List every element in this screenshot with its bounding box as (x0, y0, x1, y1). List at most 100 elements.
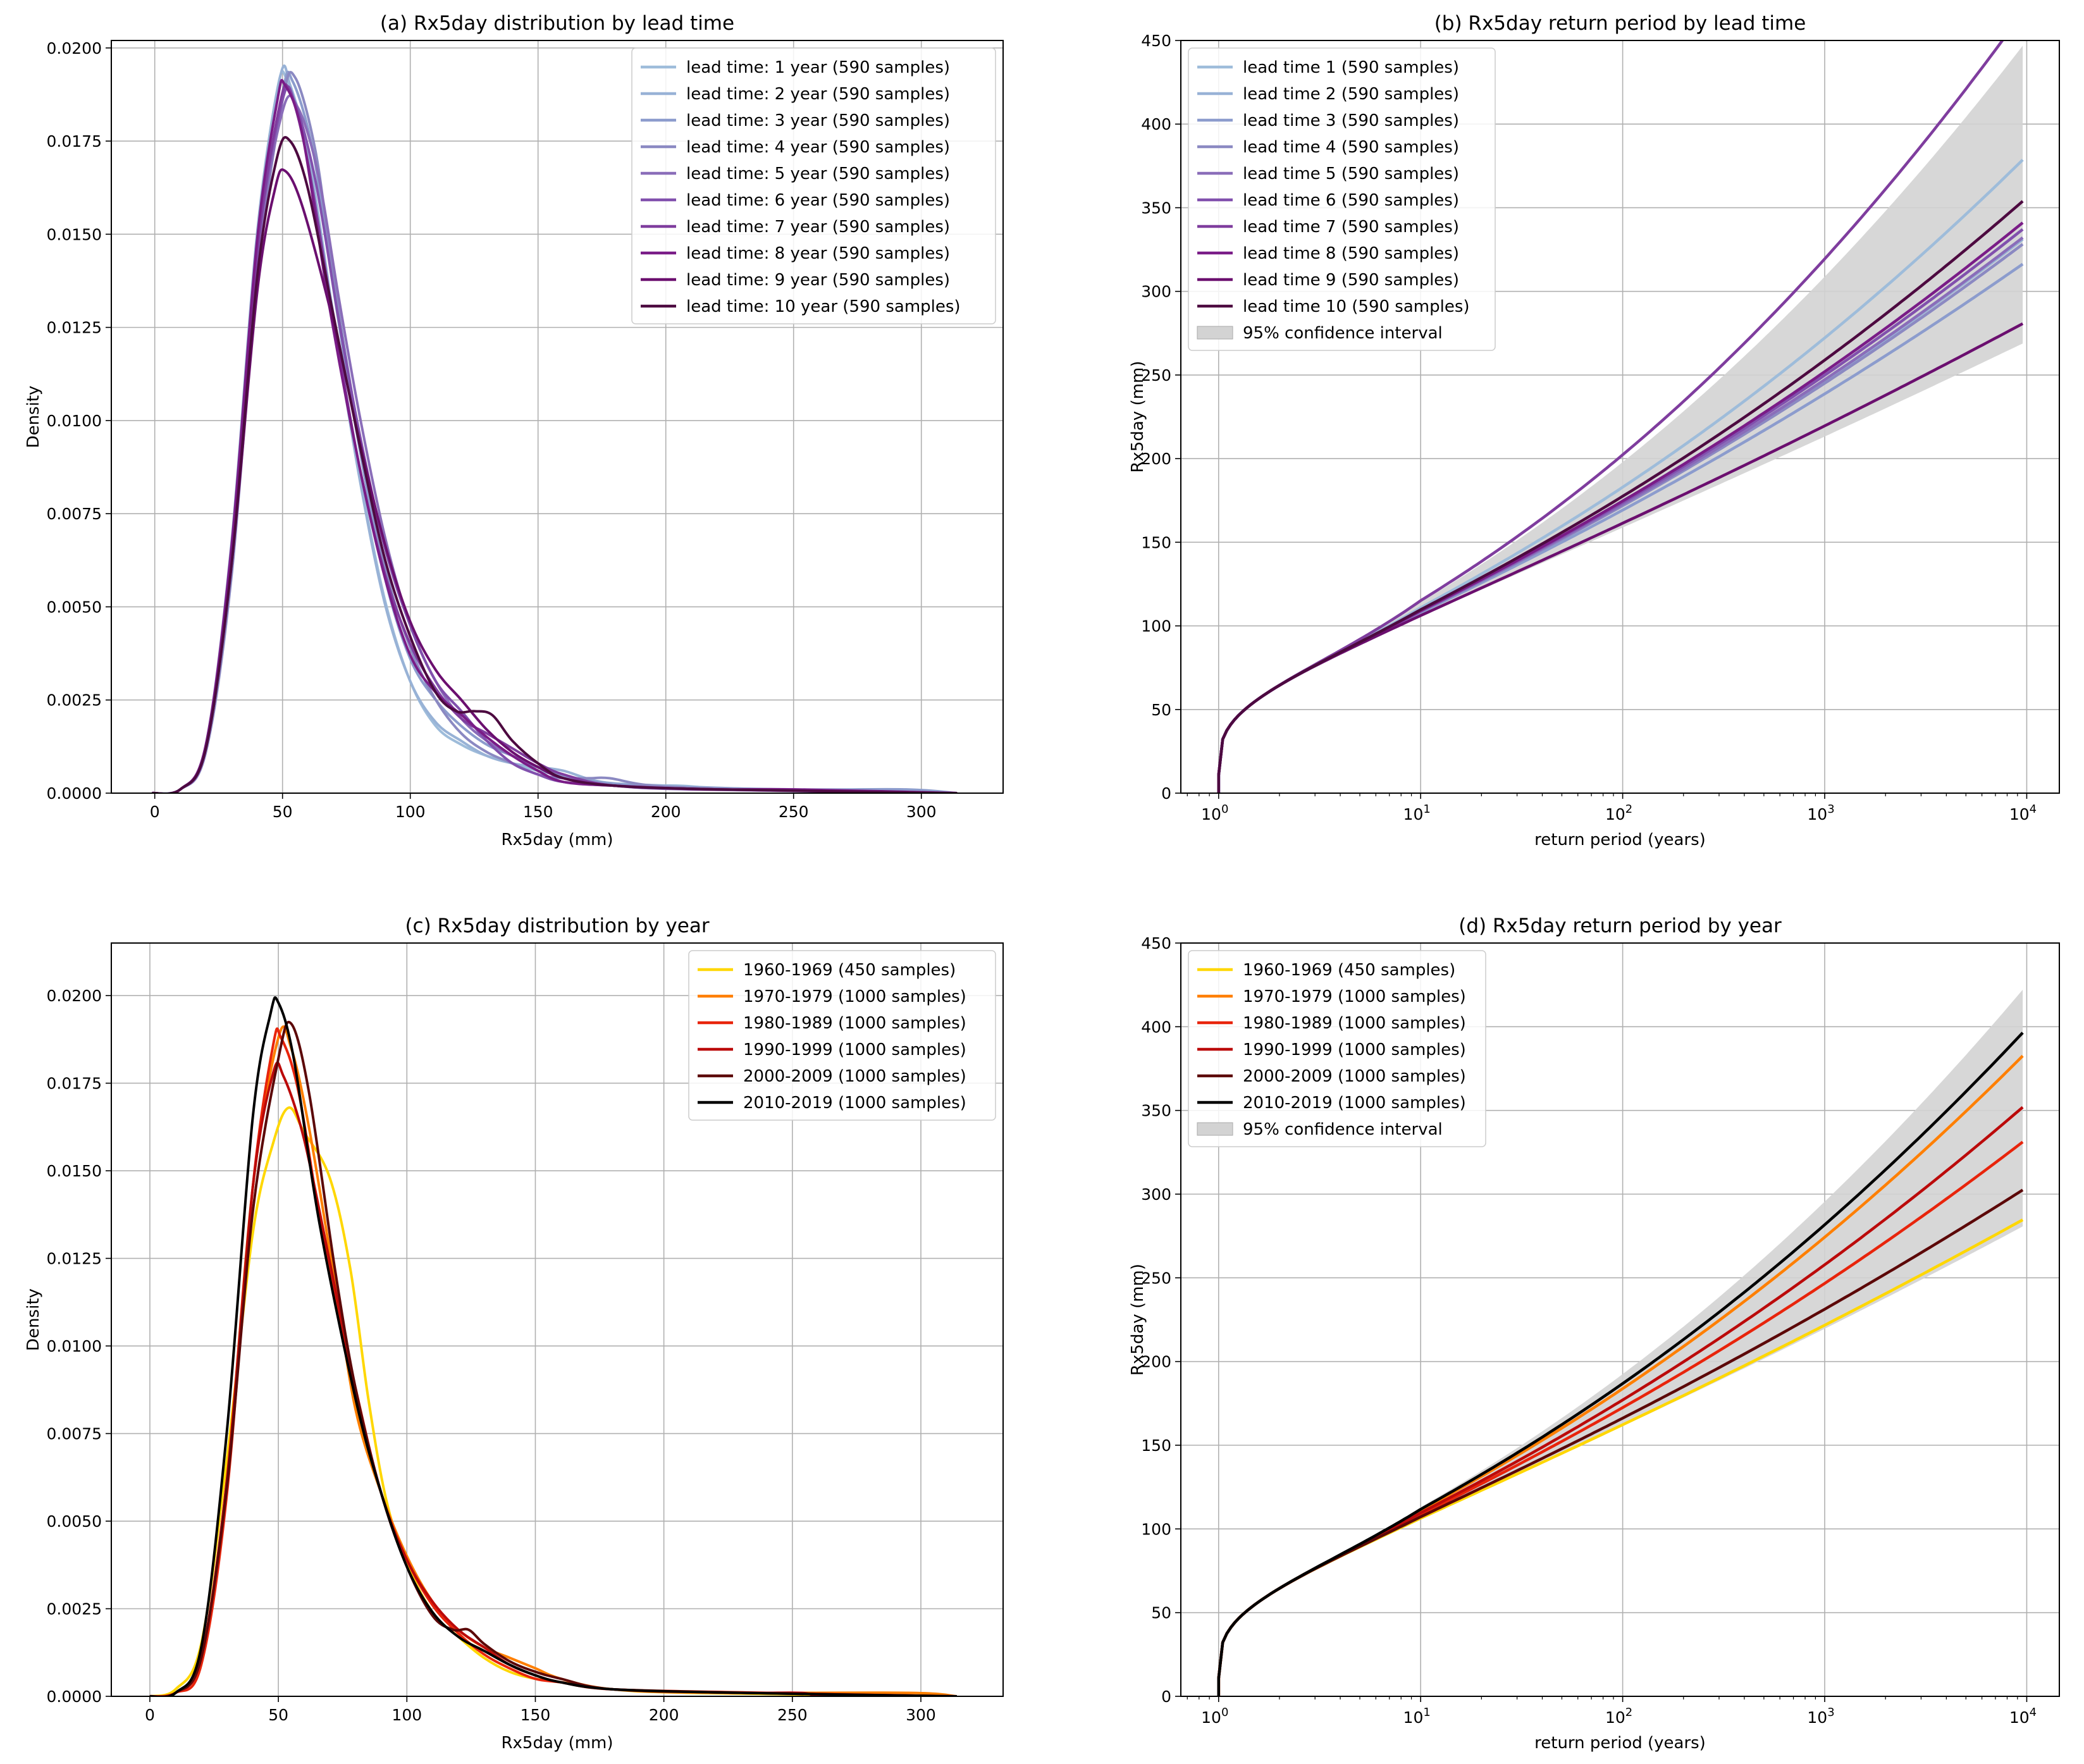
x-axis-label: Rx5day (mm) (501, 830, 613, 849)
legend-label: 95% confidence interval (1243, 1120, 1443, 1139)
y-tick-label: 250 (1141, 1269, 1171, 1287)
x-axis-label: return period (years) (1534, 830, 1706, 849)
y-tick-label: 0 (1161, 1687, 1171, 1706)
chart-title: (c) Rx5day distribution by year (405, 915, 709, 937)
legend: 1960-1969 (450 samples) 1970-1979 (1000 s… (1188, 950, 1486, 1147)
x-tick-label: 102 (1605, 803, 1632, 823)
y-tick-label: 0.0175 (47, 132, 102, 151)
y-tick-label: 200 (1141, 450, 1171, 468)
y-tick-label: 50 (1151, 1604, 1171, 1622)
legend: lead time: 1 year (590 samples) lead time… (631, 47, 996, 324)
y-tick-label: 0.0125 (47, 319, 102, 337)
x-tick-label: 100 (395, 803, 426, 821)
y-tick-label: 0.0150 (47, 1162, 102, 1180)
x-tick-label: 50 (273, 803, 293, 821)
series-line (149, 1106, 957, 1696)
x-tick-label: 103 (1807, 803, 1834, 823)
y-tick-label: 100 (1141, 1520, 1171, 1538)
legend-label: lead time 4 (590 samples) (1243, 138, 1459, 157)
y-tick-label: 450 (1141, 934, 1171, 953)
y-tick-label: 0.0100 (47, 1337, 102, 1355)
y-tick-label: 0.0200 (47, 987, 102, 1005)
x-tick-label: 200 (651, 803, 681, 821)
x-tick-label: 104 (2009, 1706, 2037, 1727)
y-tick-label: 450 (1141, 32, 1171, 50)
y-tick-label: 150 (1141, 1436, 1171, 1455)
legend-label: 95% confidence interval (1243, 324, 1443, 343)
legend-label: lead time: 8 year (590 samples) (686, 244, 950, 263)
legend-label: 1990-1999 (1000 samples) (1243, 1040, 1466, 1059)
y-tick-label: 0.0075 (47, 1425, 102, 1443)
legend-label: lead time: 5 year (590 samples) (686, 164, 950, 183)
x-tick-label: 250 (777, 1706, 808, 1724)
y-tick-label: 0.0050 (47, 598, 102, 616)
series-line (1217, 1218, 2024, 1696)
y-tick-label: 0.0025 (47, 691, 102, 710)
y-axis-label: Density (24, 386, 43, 448)
legend-label: lead time 3 (590 samples) (1243, 111, 1459, 130)
y-tick-label: 200 (1141, 1353, 1171, 1371)
legend-label: lead time 8 (590 samples) (1243, 244, 1459, 263)
series-line (152, 136, 958, 793)
legend-box (631, 47, 996, 324)
y-axis-label: Density (24, 1288, 43, 1351)
legend-label: 2000-2009 (1000 samples) (743, 1067, 966, 1086)
x-tick-label: 150 (521, 1706, 551, 1724)
legend-box (688, 950, 996, 1121)
legend-swatch (1197, 1122, 1233, 1136)
legend-label: lead time 2 (590 samples) (1243, 85, 1459, 104)
legend-label: 2010-2019 (1000 samples) (1243, 1094, 1466, 1113)
y-tick-label: 400 (1141, 1018, 1171, 1036)
legend-label: lead time: 2 year (590 samples) (686, 85, 950, 104)
chart-title: (d) Rx5day return period by year (1458, 915, 1782, 937)
y-tick-label: 0.0000 (47, 1687, 102, 1706)
legend-label: lead time: 3 year (590 samples) (686, 111, 950, 130)
x-tick-label: 103 (1807, 1706, 1834, 1727)
x-tick-label: 100 (1201, 1706, 1228, 1727)
y-tick-label: 0.0000 (47, 784, 102, 803)
legend-label: lead time: 10 year (590 samples) (686, 297, 961, 316)
legend-label: lead time: 7 year (590 samples) (686, 218, 950, 237)
series-line (1217, 40, 2004, 793)
legend-label: lead time 9 (590 samples) (1243, 271, 1459, 290)
x-tick-label: 50 (268, 1706, 288, 1724)
chart-title: (b) Rx5day return period by lead time (1434, 12, 1806, 35)
y-tick-label: 0.0100 (47, 412, 102, 430)
y-tick-label: 0.0050 (47, 1512, 102, 1531)
axes-frame (111, 942, 1004, 1697)
y-tick-label: 50 (1151, 701, 1171, 719)
legend-label: lead time 10 (590 samples) (1243, 297, 1470, 316)
y-tick-label: 0.0150 (47, 225, 102, 244)
x-tick-label: 0 (145, 1706, 155, 1724)
legend-label: lead time: 6 year (590 samples) (686, 191, 950, 210)
legend: lead time 1 (590 samples) lead time 2 (59… (1188, 47, 1496, 351)
x-axis-label: return period (years) (1534, 1734, 1706, 1753)
x-tick-label: 102 (1605, 1706, 1632, 1727)
y-tick-label: 350 (1141, 199, 1171, 217)
y-tick-label: 0.0075 (47, 505, 102, 523)
y-tick-label: 350 (1141, 1102, 1171, 1120)
y-axis-label: Rx5day (mm) (1128, 1264, 1147, 1376)
series-line (1217, 200, 2024, 793)
legend-label: 1980-1989 (1000 samples) (1243, 1014, 1466, 1033)
legend-box (1188, 47, 1496, 351)
y-axis-label: Rx5day (mm) (1128, 361, 1147, 472)
x-tick-label: 300 (906, 803, 937, 821)
series-line (1217, 1032, 2024, 1696)
legend-label: 1990-1999 (1000 samples) (743, 1040, 966, 1059)
chart-title: (a) Rx5day distribution by lead time (380, 12, 734, 35)
x-tick-label: 200 (649, 1706, 679, 1724)
axes-frame (111, 40, 1004, 794)
legend: 1960-1969 (450 samples) 1970-1979 (1000 s… (688, 950, 996, 1121)
y-tick-label: 400 (1141, 115, 1171, 133)
series-line (1217, 1188, 2024, 1696)
legend-label: 1970-1979 (1000 samples) (1243, 987, 1466, 1006)
legend-label: 1970-1979 (1000 samples) (743, 987, 966, 1006)
series-line (149, 1027, 957, 1696)
x-axis-label: Rx5day (mm) (501, 1734, 613, 1753)
legend-label: lead time 1 (590 samples) (1243, 58, 1459, 77)
series-line (149, 1025, 958, 1696)
legend-label: lead time 5 (590 samples) (1243, 164, 1459, 183)
axes-frame (1180, 40, 2060, 794)
y-tick-label: 100 (1141, 617, 1171, 636)
